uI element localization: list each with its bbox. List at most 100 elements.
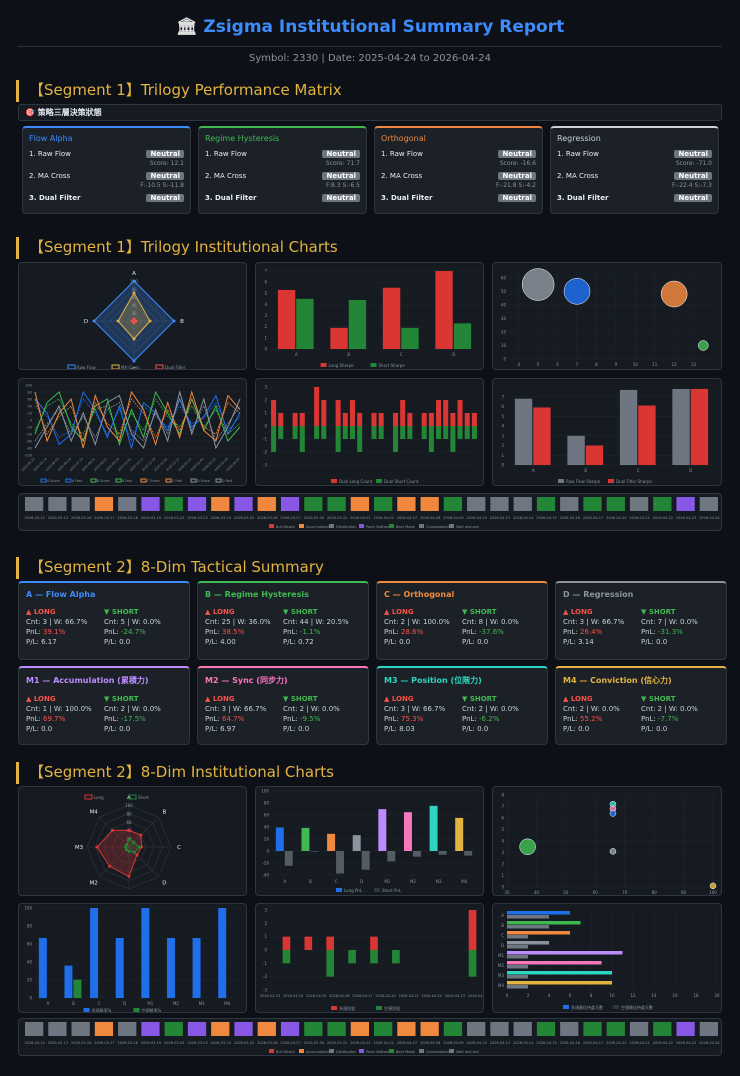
status-badge: Neutral xyxy=(322,194,360,202)
bar-long xyxy=(326,936,335,950)
tactical-title: C — Orthogonal xyxy=(384,590,455,599)
score-text: F:-21.8 S:-4.2 xyxy=(496,182,536,189)
bar xyxy=(327,833,336,851)
trilogy-card: Flow Alpha 1. Raw Flow Neutral Score: 12.… xyxy=(22,126,191,214)
hbar-short xyxy=(507,955,528,959)
x-tick: 100 xyxy=(709,890,717,895)
bar xyxy=(382,287,401,349)
y-tick: M1 xyxy=(498,953,504,958)
radar-point xyxy=(140,845,144,849)
bar xyxy=(218,908,227,998)
y-tick: 4 xyxy=(501,424,504,429)
x-tick: 2026-04-16 xyxy=(329,994,349,998)
section-title-2: 【Segment 1】Trilogy Institutional Charts xyxy=(16,237,724,259)
x-tick: 13 xyxy=(691,362,697,367)
tactical-signal-chart: 3 2 1 0 -1 -2 -3 2026-04-13 2026-04-14 2026-04-15… xyxy=(255,903,484,1013)
bar xyxy=(73,979,82,998)
y-tick: 2 xyxy=(264,921,267,926)
timeline-date: 2026-03-12 xyxy=(24,516,44,520)
bar-long xyxy=(407,413,413,426)
bar-short xyxy=(443,426,449,439)
legend-swatch xyxy=(331,1006,337,1010)
y-tick: 2 xyxy=(501,443,504,448)
legend-swatch xyxy=(449,524,454,528)
y-tick: -100 xyxy=(24,454,32,458)
x-tick: 2026-04-17 xyxy=(352,994,372,998)
regime-cell xyxy=(513,1022,532,1036)
legend-label: 多頭勝率% xyxy=(92,1007,112,1013)
legend-label: Dual Filter Sharpe xyxy=(616,479,652,484)
y-tick: 5 xyxy=(264,291,267,296)
x-tick: 9 xyxy=(615,362,618,367)
legend-label: Dual Short Count xyxy=(384,479,419,484)
y-tick: 60 xyxy=(501,275,507,280)
regime-cell xyxy=(141,1022,160,1036)
legend-swatch xyxy=(155,364,164,369)
hbar-short xyxy=(507,985,528,989)
legend-label: C Score xyxy=(147,479,160,483)
x-tick: 6 xyxy=(556,362,559,367)
radar-point xyxy=(148,319,152,323)
x-tick: 2026-04-21 xyxy=(398,994,418,998)
bar-short xyxy=(471,426,477,439)
radar-point xyxy=(124,848,128,852)
timeline-date: 2026-04-20 xyxy=(606,516,626,520)
y-tick: 100 xyxy=(25,384,32,388)
regime-cell xyxy=(443,1022,463,1036)
timeline-date: 2026-04-01 xyxy=(350,1041,370,1045)
bar-long xyxy=(299,413,305,426)
timeline-date: 2026-03-18 xyxy=(118,516,138,520)
x-tick: 90 xyxy=(681,890,687,895)
regime-cell xyxy=(443,497,463,511)
timeline-date: 2026-04-15 xyxy=(536,1041,556,1045)
legend-label: Dual Long Count xyxy=(339,479,373,484)
timeline-date: 2026-04-08 xyxy=(420,516,440,520)
tactical-title: A — Flow Alpha xyxy=(26,590,96,599)
y-tick: 80 xyxy=(27,924,33,929)
y-tick: 0 xyxy=(501,463,504,468)
bar xyxy=(141,908,150,998)
radar-point xyxy=(127,874,131,878)
radar-point xyxy=(127,837,131,841)
bar-long xyxy=(400,400,406,426)
legend-swatch xyxy=(90,478,97,483)
radar-axis-label: A xyxy=(132,271,136,277)
legend-label: Consolidation xyxy=(426,1050,450,1054)
x-tick: 14 xyxy=(651,993,657,998)
legend-swatch xyxy=(140,478,147,483)
legend-label: MA Cross xyxy=(121,365,139,370)
regime-cell xyxy=(676,1022,695,1036)
timeline-date: 2026-04-02 xyxy=(373,1041,393,1045)
card-title: Regime Hysteresis xyxy=(205,134,280,143)
y-tick: 40 xyxy=(27,960,33,965)
tactical-card: M3 — Position (位階力) ▲ LONG Cnt: 3 | W: 66… xyxy=(376,666,548,745)
legend-swatch xyxy=(133,1008,140,1012)
bar-short xyxy=(393,426,399,452)
legend-label: Bull Attack xyxy=(276,525,296,529)
legend-label: Raw Flow xyxy=(77,365,97,370)
bar-short xyxy=(342,426,348,439)
bar xyxy=(284,851,293,866)
x-tick: 2026-04-13 xyxy=(260,994,280,998)
legend-label: Distribution xyxy=(336,525,356,529)
y-tick: 2 xyxy=(264,398,267,403)
legend-label: Short PnL xyxy=(382,888,402,893)
y-tick: 1 xyxy=(264,335,267,340)
legend-swatch xyxy=(269,1049,274,1053)
x-tick: 10 xyxy=(609,993,615,998)
y-tick: 7 xyxy=(501,394,504,399)
score-text: Score: -16.6 xyxy=(499,160,536,167)
timeline-date: 2026-03-19 xyxy=(141,516,161,520)
regime-cell xyxy=(141,497,160,511)
timeline-date: 2026-04-13 xyxy=(490,516,510,520)
regime-cell xyxy=(94,497,114,511)
bar xyxy=(585,445,604,465)
legend-label: Long PnL xyxy=(344,888,363,893)
radar-axis-label: M1 xyxy=(125,895,133,896)
bar xyxy=(690,388,709,465)
status-badge: Neutral xyxy=(674,150,712,158)
tactical-title: M3 — Position (位階力) xyxy=(384,676,482,685)
y-tick: M2 xyxy=(498,963,504,968)
bar-long xyxy=(349,400,355,426)
bar xyxy=(348,299,367,349)
